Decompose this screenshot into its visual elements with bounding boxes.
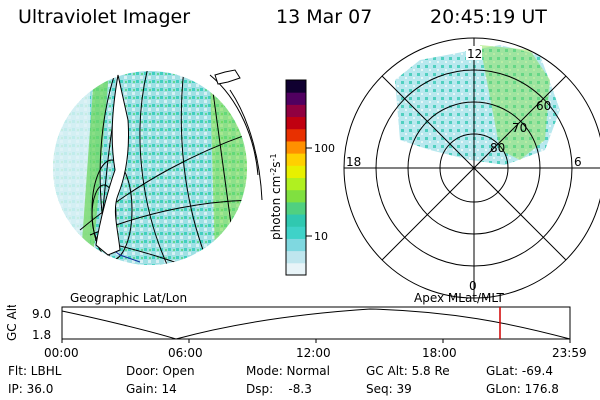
gain-info: Gain: 14	[126, 382, 177, 396]
seq-info: Seq: 39	[366, 382, 412, 396]
orbit-tick-2: 12:00	[296, 346, 331, 360]
lat-60: 60	[536, 99, 551, 113]
colorbar-tick-10: 10	[314, 230, 328, 243]
mlt-6: 6	[574, 155, 582, 169]
mlt-18: 18	[346, 155, 361, 169]
orbit-y-bottom: 1.8	[32, 328, 51, 342]
colorbar-segment	[286, 238, 306, 252]
time-label: 20:45:19 UT	[430, 6, 547, 28]
date-label: 13 Mar 07	[276, 6, 373, 28]
glat-info: GLat: -69.4	[486, 364, 553, 378]
right-map-label: Apex MLat/MLT	[414, 291, 504, 305]
colorbar-segment	[286, 104, 306, 118]
orbit-tick-4: 23:59	[552, 346, 587, 360]
colorbar-segment	[286, 226, 306, 239]
colorbar-segment	[286, 177, 306, 191]
orbit-tick-1: 06:00	[168, 346, 203, 360]
colorbar-tick-100: 100	[314, 142, 335, 155]
colorbar-segment	[286, 80, 306, 93]
mlt-0: 0	[469, 279, 477, 293]
glon-info: GLon: 176.8	[486, 382, 559, 396]
colorbar-unit-label: photon cm-2s-1	[269, 153, 283, 240]
colorbar-segment	[286, 128, 306, 142]
colorbar-segment	[286, 140, 306, 154]
orbit-plot: 9.0 1.8 GC Alt 00:00 06:00 12:00 18:00 2…	[5, 305, 587, 360]
colorbar-segment	[286, 201, 306, 215]
colorbar-segment	[286, 250, 306, 264]
colorbar-segment	[286, 214, 306, 227]
colorbar: 100 10 photon cm-2s-1	[269, 79, 335, 276]
mlt-12: 12	[467, 47, 482, 61]
ip-info: IP: 36.0	[8, 382, 54, 396]
instrument-title: Ultraviolet Imager	[18, 6, 191, 28]
left-map-label: Geographic Lat/Lon	[70, 291, 187, 305]
orbit-ylabel: GC Alt	[5, 305, 19, 341]
colorbar-segment	[286, 165, 306, 178]
lat-70: 70	[512, 121, 527, 135]
door-info: Door: Open	[126, 364, 195, 378]
colorbar-segment	[286, 92, 306, 105]
orbit-tick-3: 18:00	[422, 346, 457, 360]
colorbar-segment	[286, 116, 306, 130]
orbit-y-top: 9.0	[32, 307, 51, 321]
lat-80: 80	[490, 141, 505, 155]
mode-info: Mode: Normal	[246, 364, 330, 378]
orbit-tick-0: 00:00	[44, 346, 79, 360]
colorbar-segment	[286, 189, 306, 203]
colorbar-segment	[286, 153, 306, 166]
colorbar-segment	[286, 262, 306, 276]
gcalt-info: GC Alt: 5.8 Re	[366, 364, 450, 378]
filter-info: Flt: LBHL	[8, 364, 62, 378]
dsp-info: Dsp: -8.3	[246, 382, 312, 396]
